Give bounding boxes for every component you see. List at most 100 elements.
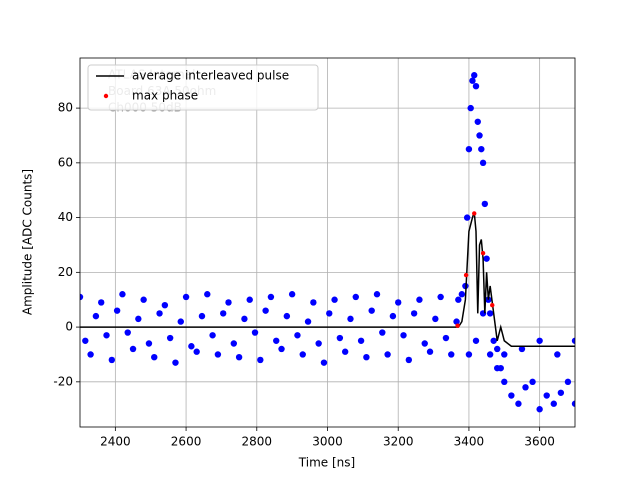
sample-point xyxy=(80,293,84,301)
sample-point xyxy=(172,359,179,366)
sample-point xyxy=(257,356,264,364)
sample-point xyxy=(92,312,100,320)
sample-point xyxy=(389,312,397,320)
x-tick-label: 2800 xyxy=(242,435,273,449)
sample-point xyxy=(108,356,116,364)
sample-point xyxy=(241,315,248,323)
max-phase-point xyxy=(463,272,469,278)
sample-point xyxy=(151,353,158,361)
sample-point xyxy=(455,296,462,303)
sample-point xyxy=(251,329,259,336)
legend-point-swatch xyxy=(103,93,109,99)
sample-point xyxy=(400,332,407,339)
sample-point xyxy=(262,307,269,314)
sample-point xyxy=(522,384,529,391)
sample-point xyxy=(453,318,460,325)
sample-point xyxy=(310,299,317,306)
sample-point xyxy=(188,343,195,350)
sample-point xyxy=(463,214,471,221)
legend-label: max phase xyxy=(132,89,198,103)
sample-point xyxy=(315,340,322,347)
sample-point xyxy=(486,310,494,317)
sample-point xyxy=(467,104,474,112)
average-pulse-line xyxy=(80,211,575,347)
sample-point xyxy=(379,329,386,336)
sample-point xyxy=(410,310,418,317)
max-phase-point xyxy=(455,323,460,328)
legend: average interleaved pulse max phase xyxy=(87,64,319,111)
sample-point xyxy=(478,145,485,153)
sample-point xyxy=(103,332,110,339)
sample-point xyxy=(474,118,481,125)
sample-point xyxy=(214,351,222,358)
sample-point xyxy=(554,351,561,358)
x-tick-label: 2600 xyxy=(171,435,202,449)
sample-point xyxy=(341,348,349,355)
legend-label: average interleaved pulse xyxy=(132,69,289,83)
ticks: 2400 2600 2800 3000 3200 3400 3600 -20 0 20 40 60 80 xyxy=(53,101,555,449)
plot-area xyxy=(80,72,575,413)
sample-point xyxy=(352,293,359,301)
sample-point xyxy=(230,340,238,347)
sample-point xyxy=(515,400,522,407)
y-tick-label: 60 xyxy=(58,155,73,169)
sample-point xyxy=(129,345,137,353)
sample-point xyxy=(288,291,296,298)
max-phase-point xyxy=(480,250,486,256)
sample-point xyxy=(299,351,306,358)
y-axis-label: Amplitude [ADC Counts] xyxy=(21,169,35,315)
sample-point xyxy=(331,296,338,303)
sample-point xyxy=(465,351,473,358)
sample-point xyxy=(363,353,370,361)
sample-point xyxy=(536,337,543,344)
sample-point xyxy=(113,307,121,314)
sample-point xyxy=(124,329,131,336)
y-tick-label: -20 xyxy=(53,374,73,388)
sample-point xyxy=(426,348,434,355)
sample-point xyxy=(483,255,490,262)
sample-point xyxy=(395,299,402,306)
sample-point xyxy=(283,312,291,320)
sample-point xyxy=(465,145,473,153)
y-tick-label: 0 xyxy=(65,320,73,334)
sample-point xyxy=(156,310,163,317)
sample-point xyxy=(518,345,526,353)
sample-point xyxy=(481,200,489,208)
sample-point xyxy=(225,299,232,306)
sample-point xyxy=(479,159,487,167)
sample-point xyxy=(166,334,174,342)
sample-point xyxy=(235,353,243,361)
sample-point xyxy=(193,348,200,355)
sample-point xyxy=(442,334,450,342)
sample-point xyxy=(278,345,285,353)
sample-point xyxy=(486,351,494,358)
sample-point xyxy=(458,291,466,298)
sample-point xyxy=(416,296,423,303)
sample-point xyxy=(145,340,153,347)
sample-point xyxy=(543,392,550,399)
sample-point xyxy=(448,351,455,358)
sample-point xyxy=(571,337,575,344)
x-axis-label: Time [ns] xyxy=(298,456,355,470)
sample-point xyxy=(135,315,142,323)
sample-point xyxy=(550,400,557,407)
sample-point xyxy=(501,378,508,386)
legend-box xyxy=(87,64,319,111)
sample-point xyxy=(82,337,89,344)
sample-point xyxy=(219,310,227,317)
sample-point xyxy=(373,291,381,298)
sample-point xyxy=(494,345,501,353)
x-tick-label: 3600 xyxy=(524,435,555,449)
sample-point xyxy=(432,315,439,323)
sample-point xyxy=(182,293,190,301)
sample-point xyxy=(529,378,536,386)
sample-point xyxy=(198,312,206,320)
sample-point xyxy=(357,337,365,344)
sample-point xyxy=(472,337,480,344)
sample-point xyxy=(320,359,328,366)
sample-point xyxy=(490,337,497,344)
y-tick-label: 20 xyxy=(58,265,73,279)
sample-point xyxy=(347,315,354,323)
sample-point xyxy=(273,337,280,344)
